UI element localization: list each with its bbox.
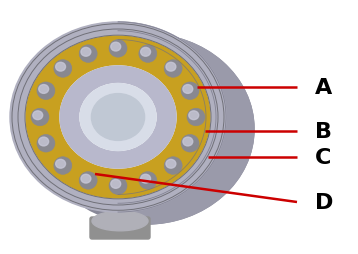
Ellipse shape (80, 84, 156, 151)
Ellipse shape (38, 35, 254, 224)
Ellipse shape (166, 160, 176, 168)
Ellipse shape (81, 48, 91, 57)
FancyBboxPatch shape (90, 217, 150, 239)
Ellipse shape (97, 180, 108, 189)
Ellipse shape (39, 85, 49, 94)
Ellipse shape (26, 37, 210, 198)
Ellipse shape (177, 151, 188, 160)
Ellipse shape (31, 109, 49, 126)
Ellipse shape (183, 138, 193, 146)
Ellipse shape (177, 75, 188, 84)
Ellipse shape (91, 94, 145, 141)
Ellipse shape (183, 85, 193, 94)
Ellipse shape (33, 112, 43, 120)
Ellipse shape (54, 157, 72, 175)
Ellipse shape (37, 83, 55, 100)
Ellipse shape (187, 109, 205, 126)
Ellipse shape (139, 46, 157, 63)
Ellipse shape (60, 67, 176, 168)
Ellipse shape (81, 174, 91, 183)
Ellipse shape (92, 211, 148, 231)
Ellipse shape (141, 174, 151, 183)
Ellipse shape (55, 63, 66, 72)
Ellipse shape (36, 126, 47, 135)
Text: C: C (315, 147, 332, 167)
Ellipse shape (181, 83, 199, 100)
Ellipse shape (97, 46, 108, 55)
Polygon shape (68, 143, 196, 180)
Ellipse shape (128, 46, 139, 55)
Ellipse shape (60, 67, 176, 168)
Ellipse shape (166, 63, 176, 72)
Ellipse shape (141, 48, 151, 57)
Ellipse shape (156, 56, 167, 65)
Text: B: B (315, 121, 332, 141)
Ellipse shape (111, 180, 121, 188)
Ellipse shape (109, 40, 127, 58)
Ellipse shape (109, 177, 127, 195)
Ellipse shape (37, 135, 55, 152)
Ellipse shape (39, 138, 49, 146)
Ellipse shape (48, 151, 59, 160)
Ellipse shape (189, 112, 199, 120)
Text: A: A (315, 78, 332, 98)
Text: D: D (315, 192, 333, 212)
Ellipse shape (80, 84, 156, 151)
Ellipse shape (189, 126, 200, 135)
Ellipse shape (111, 43, 121, 52)
Ellipse shape (36, 100, 47, 108)
Ellipse shape (69, 56, 80, 65)
Ellipse shape (54, 49, 238, 210)
Ellipse shape (48, 75, 59, 84)
Ellipse shape (79, 46, 97, 63)
Ellipse shape (181, 135, 199, 152)
Ellipse shape (69, 170, 80, 179)
Ellipse shape (189, 100, 200, 108)
Ellipse shape (156, 170, 167, 179)
Ellipse shape (164, 157, 182, 175)
Ellipse shape (10, 23, 226, 212)
Ellipse shape (128, 180, 139, 189)
Ellipse shape (26, 37, 210, 198)
Polygon shape (118, 23, 254, 224)
Ellipse shape (79, 172, 97, 189)
Ellipse shape (139, 172, 157, 189)
Ellipse shape (164, 60, 182, 78)
Ellipse shape (55, 160, 66, 168)
Ellipse shape (54, 60, 72, 78)
